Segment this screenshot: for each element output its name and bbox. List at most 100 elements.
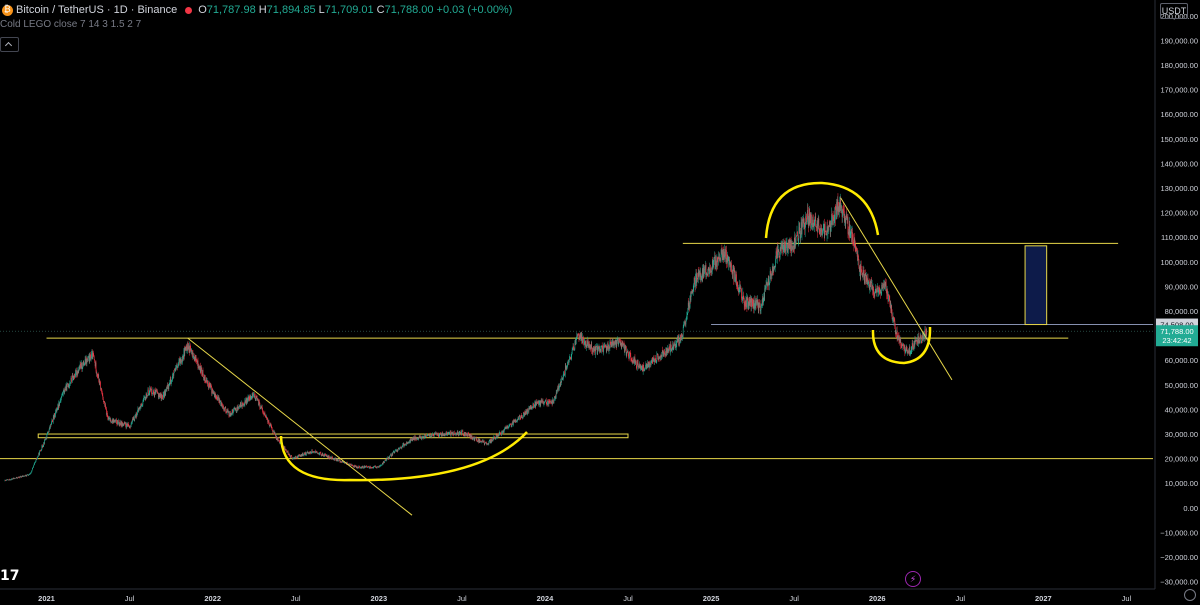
candle-body bbox=[788, 244, 789, 250]
candle-body bbox=[610, 341, 612, 345]
candle-body bbox=[114, 420, 116, 422]
candle-body bbox=[461, 430, 463, 432]
candle-body bbox=[769, 281, 770, 285]
candle-body bbox=[565, 366, 566, 375]
candle-body bbox=[103, 399, 104, 402]
candle-body bbox=[54, 415, 56, 417]
chevron-up-icon[interactable] bbox=[0, 37, 19, 52]
candle-body bbox=[683, 324, 684, 327]
candle-body bbox=[452, 432, 453, 434]
candle-body bbox=[87, 356, 89, 360]
candle-body bbox=[872, 285, 873, 291]
candle-body bbox=[259, 401, 260, 404]
candle-body bbox=[566, 365, 568, 369]
candle-body bbox=[163, 391, 165, 397]
candle-body bbox=[232, 409, 233, 414]
candle-body bbox=[111, 422, 112, 423]
candle-body bbox=[779, 256, 780, 257]
candle-body bbox=[358, 466, 360, 467]
candle-body bbox=[642, 368, 643, 372]
candle-body bbox=[854, 245, 856, 247]
candle-body bbox=[422, 436, 424, 437]
candle-body bbox=[286, 450, 288, 452]
candle-body bbox=[287, 451, 289, 454]
candle-body bbox=[571, 354, 572, 356]
y-tick-label: 180,000.00 bbox=[1160, 61, 1198, 70]
trendline[interactable] bbox=[187, 337, 413, 516]
candle-body bbox=[552, 399, 554, 403]
candle-body bbox=[666, 350, 668, 353]
time-axis[interactable] bbox=[0, 589, 1200, 605]
candle-body bbox=[375, 465, 376, 468]
candle-body bbox=[437, 433, 438, 436]
candle-body bbox=[414, 436, 415, 440]
candle-body bbox=[538, 400, 540, 406]
candle-body bbox=[65, 388, 66, 391]
candle-body bbox=[434, 433, 435, 435]
candle-body bbox=[484, 442, 486, 445]
candle-body bbox=[687, 311, 689, 314]
candle-body bbox=[470, 435, 471, 438]
candle-body bbox=[621, 345, 623, 348]
candle-body bbox=[431, 434, 433, 437]
candle-body bbox=[775, 258, 776, 267]
hand-drawn-markers bbox=[279, 181, 932, 482]
candle-body bbox=[230, 414, 232, 416]
symbol-title[interactable]: Bitcoin / TetherUS · 1D · Binance bbox=[16, 4, 178, 16]
candle-body bbox=[72, 376, 74, 381]
candle-body bbox=[641, 366, 643, 369]
candle-body bbox=[594, 348, 595, 351]
candle-body bbox=[679, 342, 680, 344]
candle-body bbox=[789, 238, 791, 245]
candle-body bbox=[718, 257, 720, 260]
candle-body bbox=[574, 349, 575, 351]
candle-body bbox=[896, 330, 897, 334]
candle-body bbox=[463, 433, 465, 436]
candle-body bbox=[219, 401, 221, 404]
candle-body bbox=[162, 397, 164, 400]
candle-body bbox=[765, 285, 766, 290]
gear-icon[interactable] bbox=[1184, 589, 1196, 601]
currency-selector[interactable]: USDT bbox=[1160, 3, 1188, 19]
candle-body bbox=[145, 397, 146, 400]
candle-body bbox=[783, 244, 785, 251]
candle-body bbox=[102, 395, 104, 400]
candle-body bbox=[729, 262, 731, 267]
candle-body bbox=[761, 305, 762, 306]
candle-body bbox=[631, 360, 633, 362]
candle-body bbox=[786, 244, 787, 246]
candle-body bbox=[919, 339, 921, 344]
indicator-legend[interactable]: Cold LEGO close 7 14 3 1.5 2 7 bbox=[0, 19, 142, 30]
candle-body bbox=[817, 222, 819, 232]
candle-body bbox=[481, 441, 482, 442]
candle-body bbox=[542, 400, 544, 403]
candle-body bbox=[275, 434, 277, 439]
candle-body bbox=[524, 413, 526, 416]
trendline[interactable] bbox=[840, 197, 953, 381]
candle-body bbox=[900, 345, 902, 347]
candle-body bbox=[780, 246, 782, 251]
candle-body bbox=[802, 219, 804, 227]
candle-body bbox=[342, 461, 344, 463]
candle-body bbox=[631, 360, 632, 361]
candle-body bbox=[569, 356, 571, 360]
candle-body bbox=[246, 398, 248, 403]
candle-body bbox=[114, 420, 115, 422]
candle-body bbox=[824, 225, 826, 237]
candle-body bbox=[518, 417, 520, 420]
candle-body bbox=[204, 375, 206, 381]
bolt-icon[interactable]: ⚡ bbox=[905, 571, 921, 587]
channel-band[interactable] bbox=[37, 433, 629, 439]
long-position-box[interactable] bbox=[1024, 245, 1048, 326]
candle-body bbox=[158, 393, 159, 398]
candle-body bbox=[223, 406, 224, 410]
candle-body bbox=[517, 418, 519, 420]
candle-body bbox=[64, 391, 65, 393]
candle-body bbox=[864, 275, 865, 284]
candle-body bbox=[20, 476, 21, 477]
candle-body bbox=[258, 399, 259, 406]
candle-body bbox=[278, 440, 280, 441]
candle-body bbox=[839, 202, 840, 212]
price-axis[interactable] bbox=[1155, 0, 1200, 605]
